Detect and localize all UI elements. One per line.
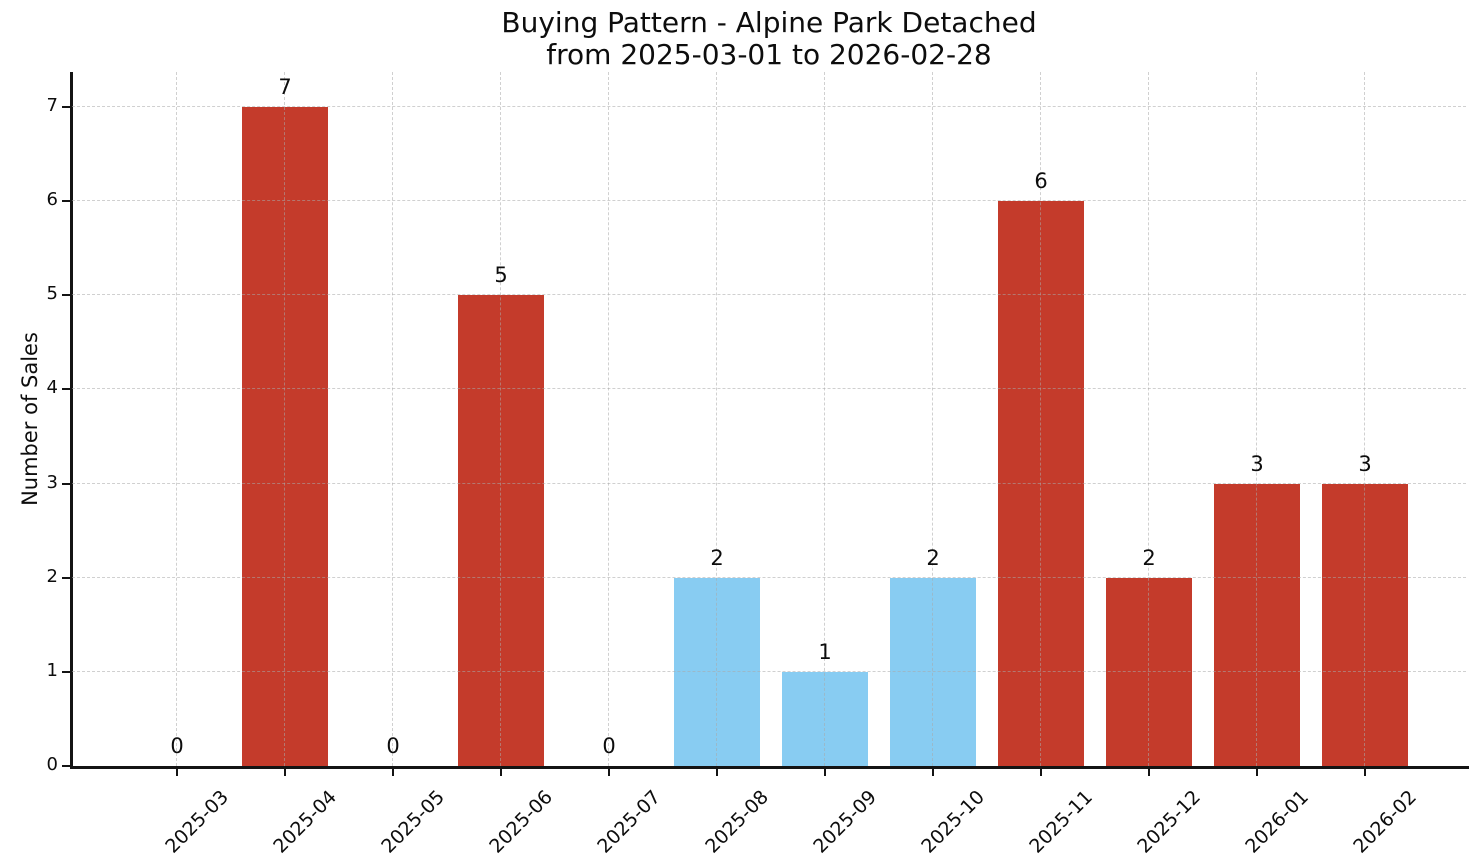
bar-value-label: 7 <box>278 74 292 99</box>
bar <box>1214 483 1300 766</box>
grid-line-vertical <box>1148 72 1149 766</box>
grid-line-vertical <box>500 72 501 766</box>
x-tick-mark <box>1256 768 1258 776</box>
y-tick-mark <box>62 765 70 767</box>
bar-value-label: 2 <box>1142 545 1156 570</box>
grid-line-vertical <box>1040 72 1041 766</box>
bar <box>890 577 976 766</box>
x-tick-mark <box>284 768 286 776</box>
grid-line-vertical <box>176 72 177 766</box>
y-tick-mark <box>62 105 70 108</box>
grid-line-horizontal <box>72 388 1466 390</box>
bar <box>1322 483 1408 766</box>
grid-line-vertical <box>1256 72 1257 766</box>
x-axis-spine <box>70 766 1469 769</box>
bar-value-label: 0 <box>386 734 400 758</box>
chart-title: Buying Pattern - Alpine Park Detached fr… <box>72 7 1466 71</box>
y-tick-label: 2 <box>46 565 58 587</box>
y-tick-mark <box>62 482 70 485</box>
grid-line-horizontal <box>72 294 1466 296</box>
x-tick-mark <box>500 768 502 776</box>
x-tick-mark <box>608 768 610 776</box>
grid-line-horizontal <box>72 200 1466 201</box>
bar-value-label: 3 <box>1358 451 1372 476</box>
chart-title-line2: from 2025-03-01 to 2026-02-28 <box>546 38 992 71</box>
bar-value-label: 5 <box>494 263 508 288</box>
y-tick-mark <box>62 388 70 391</box>
x-tick-mark <box>716 768 718 776</box>
x-tick-label: 2026-02 <box>1348 786 1421 858</box>
grid-line-vertical <box>1364 72 1365 766</box>
bar-value-label: 0 <box>602 734 616 758</box>
bar-value-label: 3 <box>1250 451 1264 476</box>
x-tick-label: 2025-04 <box>268 786 341 858</box>
x-tick-label: 2025-11 <box>1024 786 1097 858</box>
grid-line-horizontal <box>72 576 1466 578</box>
y-tick-label: 5 <box>46 283 58 305</box>
grid-line-vertical <box>824 72 825 766</box>
bar <box>458 295 544 766</box>
x-tick-label: 2025-07 <box>592 786 665 858</box>
grid-line-vertical <box>284 72 285 766</box>
x-tick-label: 2025-03 <box>160 786 233 858</box>
bar-value-label: 1 <box>818 639 832 664</box>
x-tick-label: 2025-05 <box>376 786 449 858</box>
bar <box>1106 577 1192 766</box>
x-tick-label: 2025-09 <box>808 786 881 858</box>
y-tick-label: 6 <box>46 189 58 210</box>
x-tick-label: 2025-10 <box>916 786 989 858</box>
x-tick-mark <box>932 768 934 776</box>
grid-line-horizontal <box>72 482 1466 484</box>
x-tick-label: 2026-01 <box>1240 786 1313 858</box>
grid-line-horizontal <box>72 670 1466 672</box>
grid-line-vertical <box>392 72 393 766</box>
grid-line-vertical <box>716 72 717 766</box>
x-tick-mark <box>176 768 178 776</box>
y-tick-mark <box>62 200 70 202</box>
x-tick-mark <box>1364 768 1366 776</box>
bar <box>242 106 328 766</box>
grid-line-vertical <box>608 72 609 766</box>
x-tick-mark <box>1148 768 1150 776</box>
bar <box>782 671 868 766</box>
y-tick-mark <box>62 576 70 579</box>
x-tick-mark <box>824 768 826 776</box>
bar-value-label: 2 <box>926 545 940 570</box>
chart-title-line1: Buying Pattern - Alpine Park Detached <box>501 6 1037 39</box>
bar <box>998 201 1084 766</box>
grid-line-vertical <box>932 72 933 766</box>
bar-value-label: 6 <box>1034 169 1048 194</box>
y-tick-label: 1 <box>46 659 58 681</box>
bar-value-label: 0 <box>170 734 184 758</box>
y-tick-mark <box>62 670 70 673</box>
x-tick-mark <box>1040 768 1042 776</box>
x-tick-label: 2025-12 <box>1132 786 1205 858</box>
grid-line-horizontal <box>72 105 1466 107</box>
y-tick-mark <box>62 294 70 297</box>
plot-area: 0 7 0 5 0 2 1 2 6 2 3 3 <box>72 72 1466 766</box>
y-tick-label: 7 <box>46 94 58 116</box>
bar-value-label: 2 <box>710 545 724 570</box>
x-tick-label: 2025-08 <box>700 786 773 858</box>
x-tick-label: 2025-06 <box>484 786 557 858</box>
y-axis-label: Number of Sales <box>18 332 42 506</box>
y-tick-label: 0 <box>46 754 58 775</box>
bar <box>674 577 760 766</box>
x-tick-mark <box>392 768 394 776</box>
